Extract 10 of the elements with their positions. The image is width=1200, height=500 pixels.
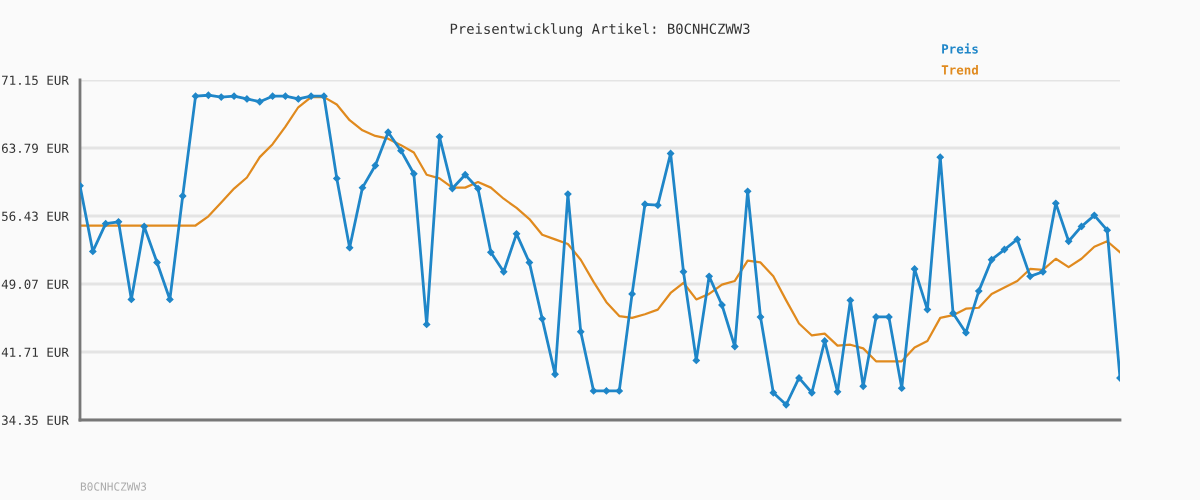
y-tick-label: 71.15 EUR — [2, 75, 69, 85]
y-tick-label: 56.43 EUR — [2, 211, 69, 221]
y-tick-label: 41.71 EUR — [1, 347, 69, 357]
text: B0CNHCZWW3 — [80, 482, 147, 491]
text: Trend — [941, 64, 978, 75]
text: Preis — [942, 43, 978, 54]
chart-title: Preisentwicklung Artikel: B0CNHCZWW3 — [450, 23, 750, 37]
y-tick-label: 63.79 EUR — [1, 143, 69, 153]
y-tick-label: 49.07 EUR — [1, 279, 69, 289]
y-tick-label: 34.35 EUR — [2, 415, 69, 425]
